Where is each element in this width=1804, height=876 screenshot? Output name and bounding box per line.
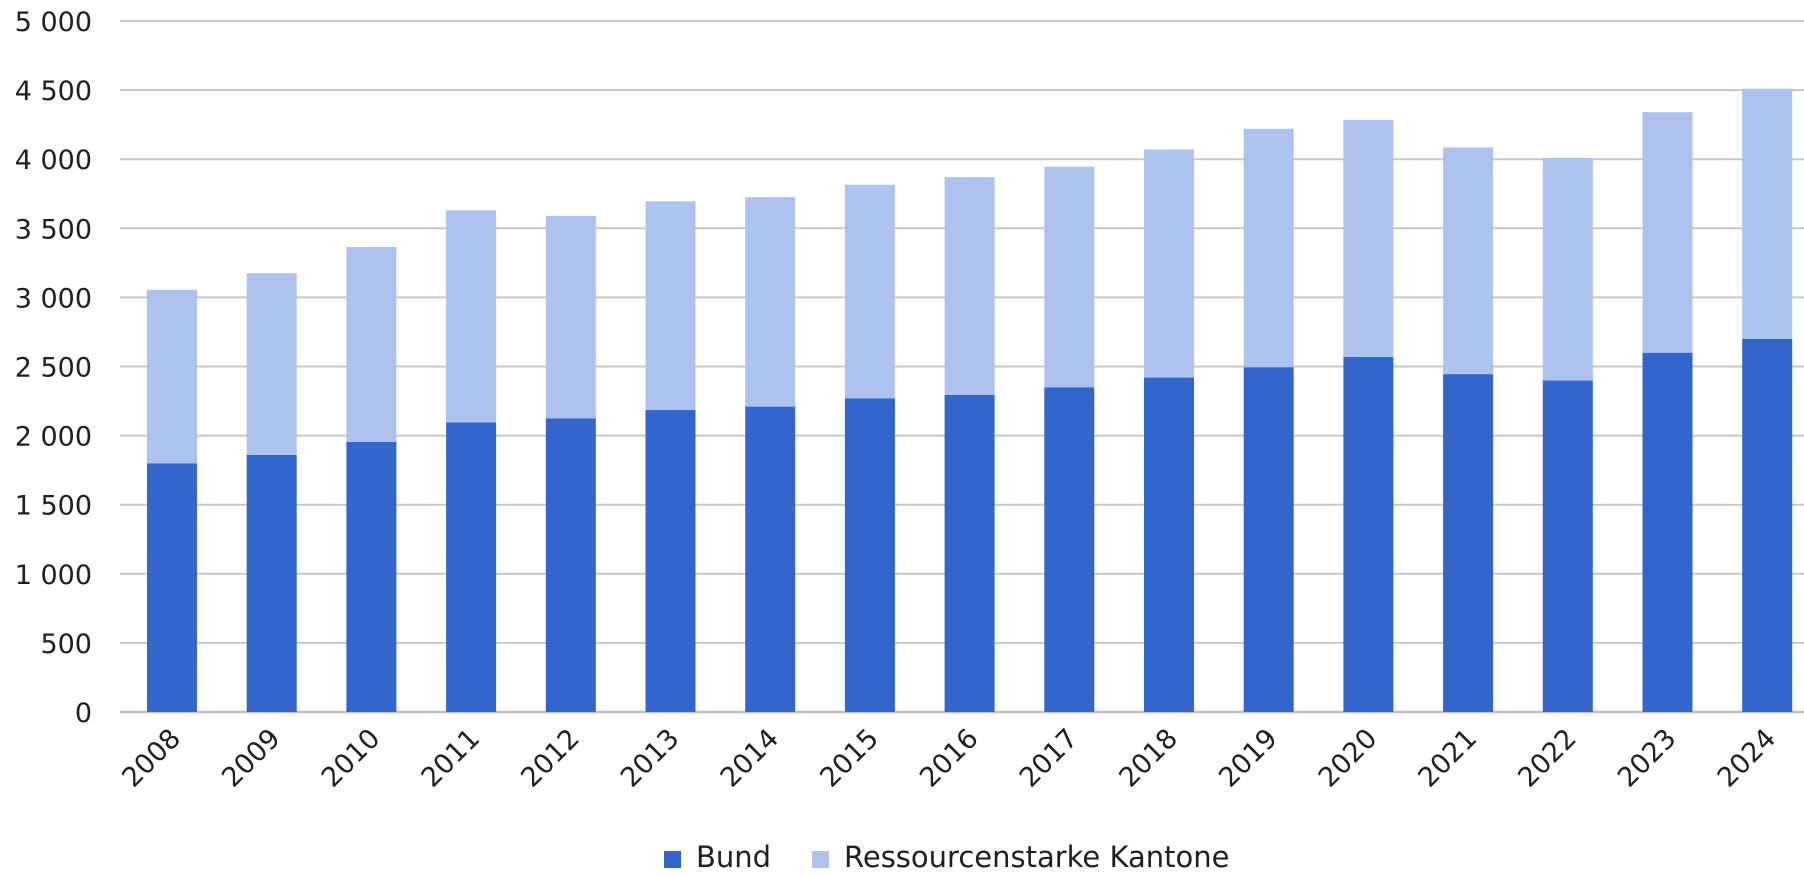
bar-bund-2016 — [944, 394, 995, 712]
bar-bund-2013 — [645, 410, 696, 712]
bar-ressourcenstarke-kantone-2013 — [645, 201, 696, 411]
bar-bund-2011 — [446, 422, 497, 712]
x-tick-label: 2016 — [914, 723, 985, 794]
bar-ressourcenstarke-kantone-2009 — [246, 273, 297, 455]
y-tick-label: 3 000 — [15, 283, 92, 314]
legend-label-ressourcenstarke-kantone: Ressourcenstarke Kantone — [844, 840, 1229, 874]
bar-bund-2021 — [1443, 374, 1494, 712]
bar-ressourcenstarke-kantone-2022 — [1542, 157, 1593, 381]
x-tick-label: 2022 — [1512, 723, 1583, 794]
bar-ressourcenstarke-kantone-2012 — [545, 215, 596, 419]
x-tick-label: 2015 — [814, 723, 885, 794]
bar-bund-2020 — [1343, 356, 1394, 712]
x-tick-label: 2014 — [715, 723, 786, 794]
x-tick-label: 2019 — [1213, 723, 1284, 794]
bar-ressourcenstarke-kantone-2014 — [745, 197, 796, 407]
y-tick-label: 5 000 — [15, 7, 92, 38]
bar-bund-2014 — [745, 406, 796, 712]
bar-bund-2009 — [246, 454, 297, 712]
bar-bund-2010 — [346, 441, 397, 712]
bar-bund-2008 — [147, 463, 197, 712]
bar-ressourcenstarke-kantone-2018 — [1144, 149, 1194, 378]
x-tick-label: 2012 — [515, 723, 586, 794]
x-axis-ticks: 2008 2009 2010 2011 2012 2013 2014 2015 2016 2017… — [116, 723, 1782, 794]
y-axis-ticks: 0 500 1 000 1 500 2 000 2 500 3 000 3 500 4 000 4… — [15, 7, 92, 729]
bar-ressourcenstarke-kantone-2008 — [147, 289, 197, 464]
bar-ressourcenstarke-kantone-2011 — [446, 210, 497, 423]
legend-label-bund: Bund — [696, 840, 771, 874]
bar-bund-2022 — [1542, 380, 1593, 712]
y-tick-label: 1 500 — [15, 491, 92, 522]
x-tick-label: 2023 — [1612, 723, 1683, 794]
bar-bund-2018 — [1144, 377, 1194, 712]
x-tick-label: 2017 — [1014, 723, 1085, 794]
bar-bund-2023 — [1642, 352, 1693, 712]
bar-ressourcenstarke-kantone-2024 — [1742, 88, 1793, 339]
y-tick-label: 4 000 — [15, 145, 92, 176]
y-tick-label: 500 — [40, 629, 92, 660]
x-tick-label: 2009 — [216, 723, 287, 794]
bar-ressourcenstarke-kantone-2017 — [1044, 166, 1095, 388]
x-tick-label: 2010 — [316, 723, 387, 794]
bar-ressourcenstarke-kantone-2010 — [346, 246, 397, 442]
legend-swatch-bund — [664, 851, 681, 868]
bar-ressourcenstarke-kantone-2023 — [1642, 112, 1693, 353]
bar-bund-2019 — [1243, 367, 1294, 712]
x-tick-label: 2024 — [1712, 723, 1783, 794]
bar-ressourcenstarke-kantone-2016 — [944, 177, 995, 395]
x-tick-label: 2008 — [116, 723, 187, 794]
x-tick-label: 2021 — [1413, 723, 1484, 794]
bar-bund-2012 — [545, 418, 596, 712]
y-tick-label: 2 500 — [15, 353, 92, 384]
bar-ressourcenstarke-kantone-2019 — [1243, 128, 1294, 368]
bar-ressourcenstarke-kantone-2020 — [1343, 119, 1394, 357]
y-tick-label: 1 000 — [15, 560, 92, 591]
bars — [147, 88, 1793, 712]
bar-bund-2015 — [844, 398, 895, 712]
x-tick-label: 2013 — [615, 723, 686, 794]
legend: Bund Ressourcenstarke Kantone — [664, 840, 1229, 874]
y-tick-label: 3 500 — [15, 214, 92, 245]
y-tick-label: 4 500 — [15, 76, 92, 107]
y-tick-label: 2 000 — [15, 422, 92, 453]
x-tick-label: 2011 — [416, 723, 487, 794]
bar-bund-2017 — [1044, 387, 1095, 712]
bar-ressourcenstarke-kantone-2021 — [1443, 147, 1494, 375]
legend-swatch-ressourcenstarke-kantone — [812, 851, 829, 868]
bar-ressourcenstarke-kantone-2015 — [844, 184, 895, 399]
x-tick-label: 2020 — [1313, 723, 1384, 794]
y-tick-label: 0 — [75, 698, 92, 729]
x-tick-label: 2018 — [1113, 723, 1184, 794]
bar-bund-2024 — [1742, 338, 1793, 712]
